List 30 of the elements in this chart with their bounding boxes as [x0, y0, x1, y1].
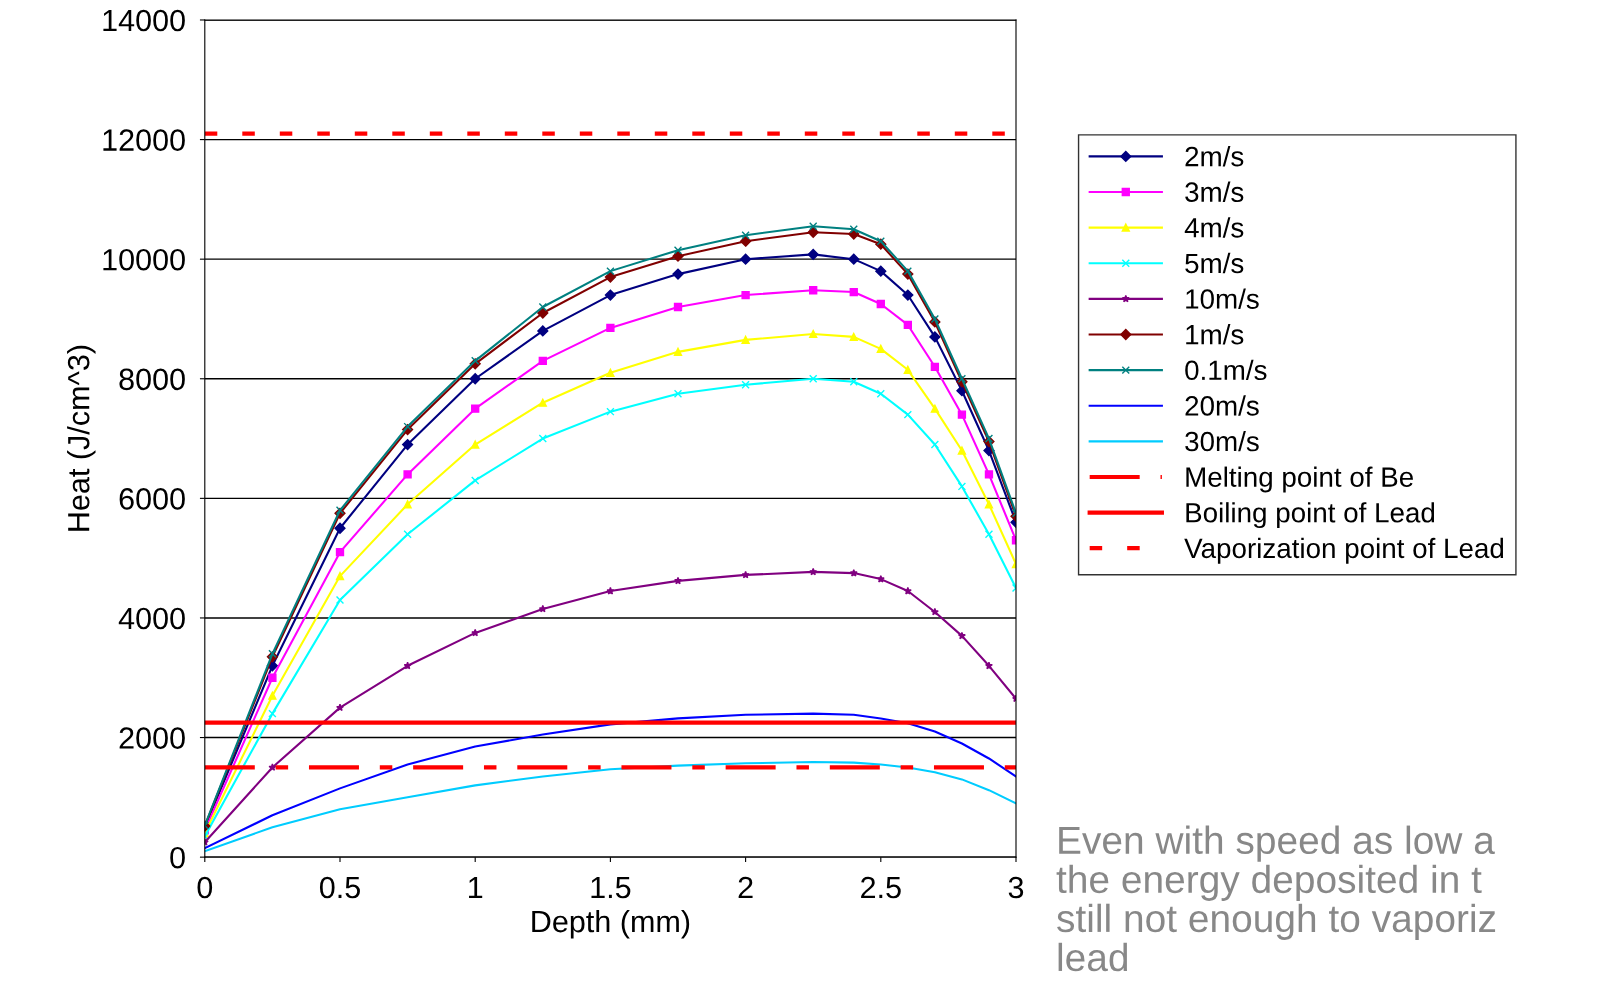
legend-label: 20m/s [1185, 395, 1259, 416]
legend-label: 0.1m/s [1185, 359, 1267, 381]
y-tick-label: 0 [170, 846, 185, 869]
legend-label: 2m/s [1185, 146, 1244, 167]
y-tick-label: 12000 [103, 129, 185, 151]
y-axis-title: Heat (J/cm^3) [67, 345, 96, 531]
x-tick-label: 0 [197, 876, 213, 899]
x-tick-label: 2.5 [861, 876, 901, 899]
legend-label: 4m/s [1184, 217, 1244, 238]
legend-label: 30m/s [1185, 430, 1259, 452]
legend-label: 3m/s [1185, 181, 1244, 203]
text: Even with speed as low a the energy deposited in t still not enough to vaporiz lead [1056, 825, 1496, 972]
legend-label: 1m/s [1186, 324, 1244, 345]
x-tick-label: 0.5 [319, 876, 360, 899]
legend-label: 5m/s [1185, 252, 1244, 274]
y-tick-label: 10000 [103, 248, 185, 271]
y-tick-label: 8000 [119, 368, 185, 391]
y-tick-label: 14000 [103, 9, 185, 32]
y-tick-label: 6000 [119, 488, 185, 510]
legend-label: Boiling point of Lead [1186, 502, 1435, 529]
legend-label: Melting point of Be [1186, 466, 1413, 493]
legend-label: 10m/s [1186, 288, 1259, 309]
x-tick-label: 1.5 [591, 877, 631, 899]
y-tick-label: 4000 [118, 607, 185, 630]
x-tick-label: 2 [738, 876, 753, 899]
y-tick-label: 2000 [119, 727, 185, 749]
x-tick-label: 3 [1008, 876, 1024, 899]
x-axis-title: Depth (mm) [532, 909, 690, 939]
legend-label: Vaporization point of Lead [1184, 537, 1504, 564]
x-tick-label: 1 [469, 877, 483, 899]
